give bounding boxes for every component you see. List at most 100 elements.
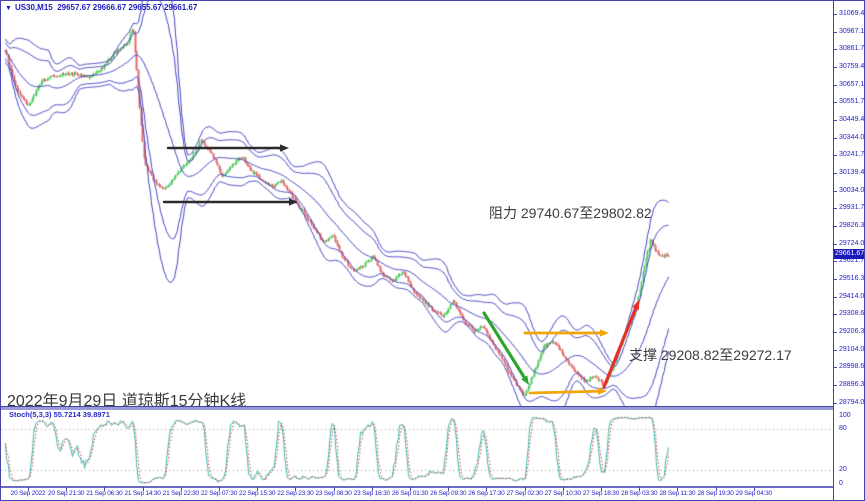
axis-tick [833,190,837,192]
time-axis-label: 23 Sep 16:30 [353,490,390,497]
price-axis-label: 29206.30 [839,328,865,335]
axis-tick [142,487,144,491]
axis-tick [833,402,837,404]
price-axis-label: 30034.00 [839,186,865,194]
axis-tick [833,367,837,369]
price-axis-label: 30344.00 [839,133,865,141]
axis-tick [833,279,837,280]
price-axis-label: 29414.00 [839,292,865,300]
axis-tick [257,487,259,491]
axis-tick [486,487,488,491]
caption-text[interactable]: 2022年9月29日 道琼斯15分钟K线 [7,393,247,410]
axis-tick [833,296,837,298]
axis-tick [833,349,837,351]
time-axis-label: 22 Sep 23:30 [277,490,314,497]
axis-tick [833,314,837,316]
axis-tick [833,67,837,68]
axis-tick [524,487,526,491]
axis-tick [180,487,182,491]
time-axis-label: 21 Sep 22:30 [162,490,199,497]
axis-separator [1,486,833,488]
axis-tick [715,487,717,491]
axis-tick [833,49,837,51]
resistance-label[interactable]: 阻力 29740.67至29802.82 [489,205,652,221]
axis-tick [295,487,297,491]
axis-tick [753,487,755,491]
time-axis-label: 27 Sep 02:30 [506,490,543,497]
indicator-axis-label: 0 [839,479,843,487]
axis-tick [333,487,335,491]
time-axis-label: 21 Sep 06:30 [86,490,123,497]
axis-tick [219,487,220,491]
time-axis-label: 20 Sep 21:30 [48,490,85,497]
axis-tick [833,31,837,33]
axis-tick [66,487,68,491]
axis-tick [833,226,837,227]
price-axis-label: 30551.70 [839,98,865,106]
price-axis-label: 31069.40 [839,10,865,17]
time-axis-label: 26 Sep 01:30 [391,490,429,497]
pane-separator[interactable] [1,406,833,410]
axis-tick [639,487,641,491]
time-axis-label: 26 Sep 09:30 [430,490,467,497]
price-axis-label: 29104.00 [839,345,865,353]
indicator-label: Stoch(5,3,3) 55.7214 39.8971 [9,410,110,419]
price-axis-label: 30449.40 [839,116,865,123]
axis-tick [833,120,837,121]
axis-tick [833,261,837,263]
time-axis-label: 27 Sep 10:30 [544,490,581,497]
time-axis-label: 28 Sep 19:30 [697,490,734,497]
price-axis-label: 28896.30 [839,381,865,388]
axis-tick [601,487,602,491]
indicator-axis-label: 80 [839,425,847,433]
price-axis-label: 29826.30 [839,222,865,229]
axis-tick [833,102,837,104]
time-axis-label: 21 Sep 14:30 [124,490,161,497]
price-chart-canvas[interactable] [1,1,833,406]
axis-tick [28,487,29,491]
indicator-axis-label: 20 [839,465,847,473]
price-axis-label: 29516.30 [839,275,865,282]
time-axis-label: 27 Sep 18:30 [582,490,620,497]
price-axis-divider [833,1,834,500]
collapse-triangle-icon[interactable]: ▼ [5,5,12,12]
time-axis-label: 23 Sep 08:30 [315,490,352,497]
price-axis-label: 29724.00 [839,239,865,247]
axis-tick [833,385,837,386]
chart-legend: ▼ US30,M15 29657.67 29666.67 29655.67 296… [5,3,197,12]
price-axis-label: 28998.60 [839,363,865,371]
symbol-timeframe: US30,M15 [14,3,53,12]
time-axis-label: 22 Sep 07:30 [200,490,238,497]
axis-tick [833,14,837,15]
price-axis-label: 30657.10 [839,80,865,88]
time-axis-label: 28 Sep 03:30 [621,490,658,497]
price-axis-label: 29931.70 [839,204,865,212]
stochastic-canvas[interactable] [1,410,833,486]
axis-tick [833,137,837,139]
support-label[interactable]: 支撑 29208.82至29272.17 [629,347,792,363]
axis-tick [833,173,837,174]
axis-tick [562,487,564,491]
ohlc-quote: 29657.67 29666.67 29655.67 29661.67 [57,3,198,12]
axis-tick [104,487,106,491]
price-axis-label: 30139.40 [839,169,865,176]
time-axis-label: 29 Sep 04:30 [735,490,772,497]
current-price-tag: 29661.67 [834,249,865,260]
axis-tick [833,84,837,86]
axis-tick [833,243,837,245]
price-axis-label: 28794.00 [839,398,865,406]
price-axis-label: 30759.40 [839,63,865,70]
price-axis-label: 30241.70 [839,151,865,159]
time-axis-label: 28 Sep 11:30 [659,490,696,497]
axis-tick [677,487,679,491]
price-axis-label: 29308.60 [839,310,865,318]
indicator-axis-label: 100 [839,411,851,419]
axis-tick [410,487,411,491]
axis-tick [448,487,450,491]
axis-tick [833,155,837,157]
axis-tick [833,208,837,210]
price-axis-label: 30967.10 [839,27,865,35]
axis-tick [371,487,373,491]
time-axis-label: 20 Sep 2022 [10,490,46,497]
